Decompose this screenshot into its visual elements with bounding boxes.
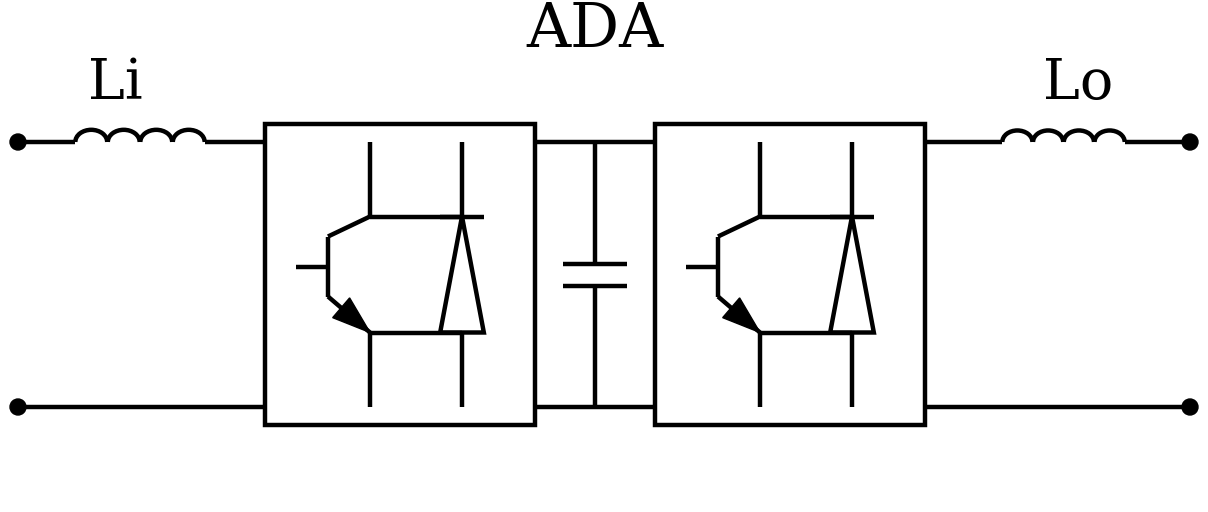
Circle shape bbox=[10, 134, 27, 150]
Bar bbox=[265, 124, 535, 425]
Circle shape bbox=[1181, 399, 1198, 415]
Text: Li: Li bbox=[88, 57, 143, 111]
Polygon shape bbox=[722, 298, 760, 332]
Polygon shape bbox=[332, 298, 370, 332]
Bar bbox=[655, 124, 925, 425]
Text: ADA: ADA bbox=[527, 0, 663, 60]
Text: Lo: Lo bbox=[1043, 57, 1113, 111]
Circle shape bbox=[1181, 134, 1198, 150]
Circle shape bbox=[10, 399, 27, 415]
